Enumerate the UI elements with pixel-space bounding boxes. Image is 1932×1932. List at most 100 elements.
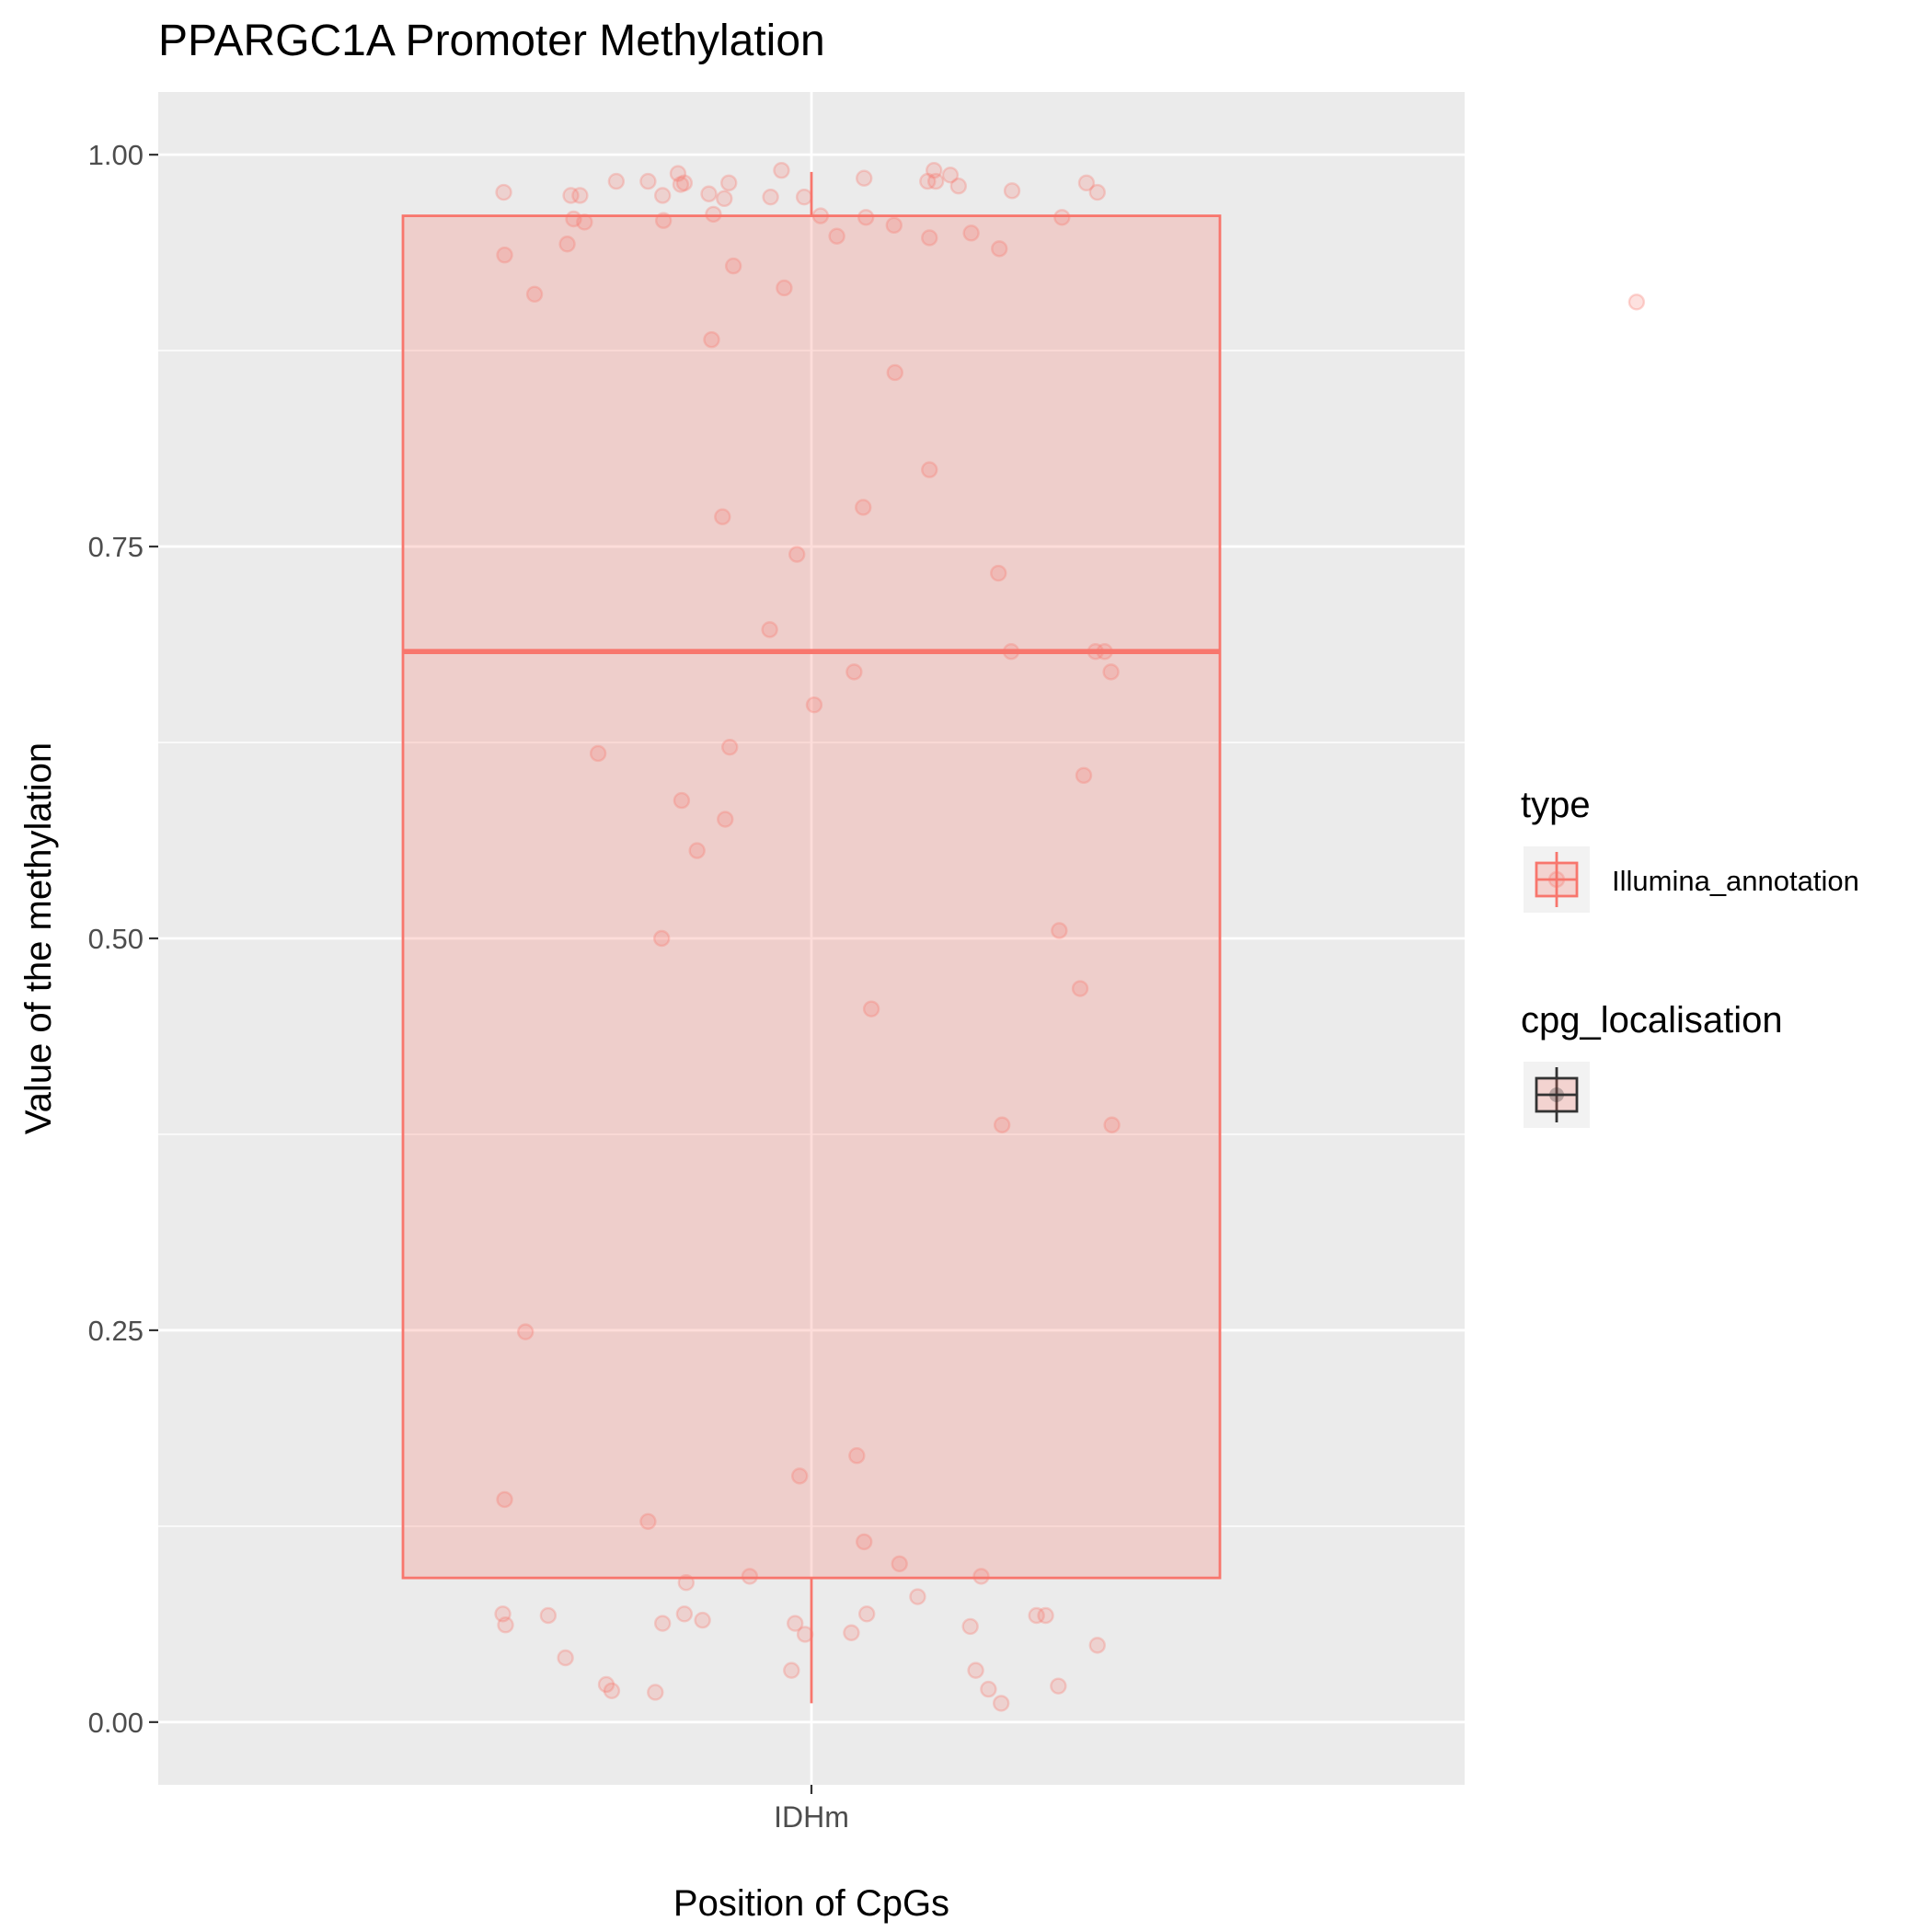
data-point: [1028, 1606, 1045, 1625]
data-point: [647, 1684, 664, 1701]
legend-title: type: [1521, 785, 1591, 825]
data-point: [495, 183, 512, 201]
grid-lines: [158, 92, 1465, 1785]
data-point: [921, 461, 938, 478]
y-tick-label: 1.00: [88, 139, 144, 171]
data-point: [862, 1000, 880, 1018]
data-point: [941, 167, 960, 184]
data-point: [926, 172, 945, 190]
data-point: [776, 279, 793, 297]
data-point: [856, 1533, 873, 1551]
data-point: [653, 1615, 672, 1632]
data-point: [857, 1605, 876, 1623]
data-point: [603, 1682, 621, 1699]
data-point: [811, 207, 830, 224]
data-point: [714, 508, 731, 525]
data-point: [589, 744, 607, 763]
data-point: [1102, 663, 1120, 681]
data-point: [720, 174, 738, 192]
data-point: [571, 187, 589, 204]
data-point: [1037, 1606, 1054, 1625]
data-point: [993, 1695, 1010, 1712]
data-point: [991, 240, 1008, 258]
data-point: [857, 209, 875, 226]
data-point: [497, 1616, 514, 1634]
data-point: [886, 363, 903, 382]
data-point: [848, 1447, 866, 1465]
data-point: [639, 172, 657, 190]
data-point: [949, 178, 968, 195]
data-point: [790, 1467, 809, 1485]
data-point: [761, 621, 778, 638]
y-tick-label: 0.00: [88, 1707, 144, 1739]
data-point: [496, 1490, 513, 1509]
data-point: [653, 187, 672, 204]
data-point: [558, 236, 576, 253]
chart-title: PPARGC1A Promoter Methylation: [158, 17, 825, 65]
data-point: [688, 842, 706, 859]
data-point: [705, 205, 722, 224]
y-axis-label: Value of the methylation: [18, 742, 59, 1134]
data-point: [677, 1574, 696, 1592]
data-point: [843, 1624, 860, 1641]
data-point: [1050, 1677, 1067, 1695]
data-point: [891, 1555, 908, 1572]
data-point: [909, 1588, 926, 1605]
data-point: [557, 1649, 574, 1667]
data-point: [565, 210, 582, 228]
data-point: [1088, 183, 1107, 201]
axes: 0.00 0.25 0.50 0.75 1.00 IDHm: [88, 139, 849, 1834]
data-point: [675, 1605, 694, 1623]
data-point: [1053, 209, 1071, 226]
data-point: [990, 564, 1007, 582]
data-point: [962, 224, 980, 242]
data-point: [517, 1323, 535, 1340]
data-point: [716, 190, 733, 208]
box-iqr: [401, 214, 1222, 1580]
data-point: [525, 285, 544, 303]
data-point: [721, 738, 739, 756]
y-tick-label: 0.50: [88, 923, 144, 955]
data-point: [967, 1662, 984, 1679]
data-point: [724, 257, 742, 275]
legend-title: cpg_localisation: [1521, 1000, 1783, 1041]
data-point: [700, 185, 718, 202]
data-point: [1002, 643, 1020, 661]
data-point: [1096, 643, 1113, 661]
data-point: [494, 1605, 512, 1623]
data-point: [1071, 980, 1089, 997]
data-point: [921, 229, 938, 247]
data-point: [1077, 174, 1096, 192]
data-point: [672, 176, 690, 193]
data-point: [654, 212, 673, 229]
data-point: [783, 1662, 800, 1679]
data-point: [675, 174, 694, 192]
data-point: [741, 1568, 759, 1585]
data-point: [795, 188, 813, 206]
data-point: [805, 696, 823, 714]
data-point: [607, 172, 626, 190]
data-point: [1103, 1116, 1121, 1133]
data-point: [856, 169, 873, 187]
data-point: [576, 213, 593, 231]
data-point: [762, 188, 779, 206]
data-point: [673, 791, 691, 810]
data-point: [669, 165, 687, 182]
data-point: [972, 1568, 990, 1585]
data-point: [1051, 922, 1068, 939]
x-tick-label: IDHm: [774, 1800, 849, 1834]
data-point: [597, 1675, 615, 1694]
data-points: [494, 161, 1646, 1712]
data-point: [653, 929, 671, 948]
legend-label: Illumina_annotation: [1612, 865, 1859, 897]
data-point: [496, 246, 513, 264]
data-point: [855, 499, 872, 516]
data-point: [926, 161, 943, 179]
box-plot: [401, 171, 1222, 1704]
legend-key-point: [1549, 1087, 1564, 1102]
data-point: [717, 811, 734, 828]
legend-key-point: [1547, 870, 1566, 889]
x-axis-label: Position of CpGs: [673, 1883, 949, 1924]
data-point: [539, 1606, 558, 1625]
